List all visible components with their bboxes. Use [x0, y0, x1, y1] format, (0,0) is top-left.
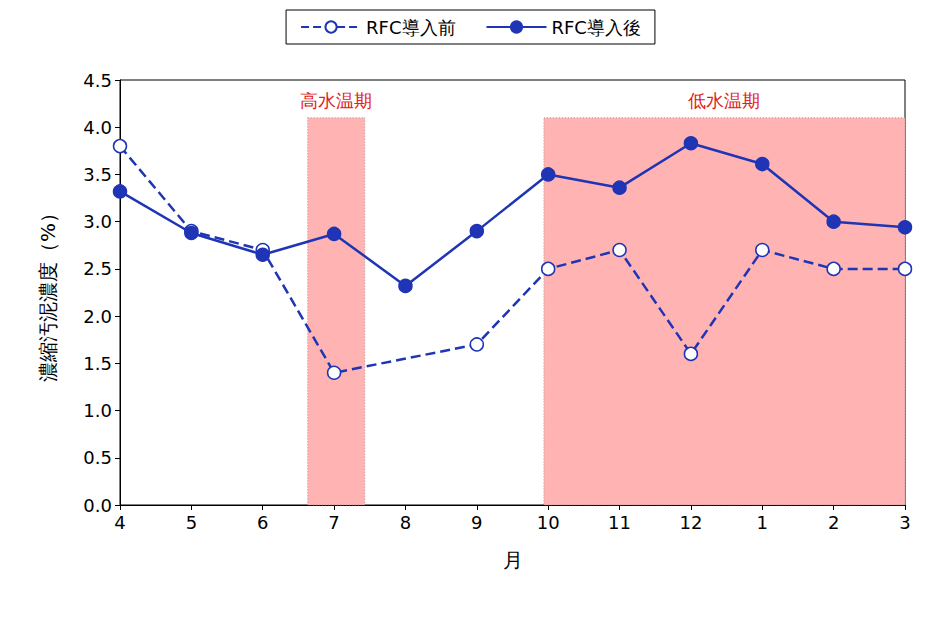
- svg-text:4.5: 4.5: [83, 70, 112, 91]
- svg-text:濃縮汚泥濃度（%）: 濃縮汚泥濃度（%）: [36, 203, 60, 382]
- svg-text:低水温期: 低水温期: [688, 90, 760, 111]
- svg-text:1.5: 1.5: [83, 353, 112, 374]
- svg-text:10: 10: [537, 512, 560, 533]
- svg-text:5: 5: [186, 512, 197, 533]
- svg-text:0.0: 0.0: [83, 495, 112, 516]
- svg-text:3.0: 3.0: [83, 211, 112, 232]
- svg-text:2: 2: [828, 512, 839, 533]
- svg-text:月: 月: [503, 548, 523, 572]
- svg-text:2.0: 2.0: [83, 306, 112, 327]
- svg-text:1: 1: [757, 512, 768, 533]
- svg-text:4.0: 4.0: [83, 117, 112, 138]
- svg-text:高水温期: 高水温期: [300, 90, 372, 111]
- svg-text:RFC導入後: RFC導入後: [552, 17, 641, 38]
- svg-text:9: 9: [471, 512, 482, 533]
- svg-text:0.5: 0.5: [83, 447, 112, 468]
- svg-text:1.0: 1.0: [83, 400, 112, 421]
- svg-text:3: 3: [899, 512, 910, 533]
- svg-text:12: 12: [679, 512, 702, 533]
- svg-text:RFC導入前: RFC導入前: [366, 17, 455, 38]
- svg-text:6: 6: [257, 512, 268, 533]
- svg-text:2.5: 2.5: [83, 258, 112, 279]
- svg-text:7: 7: [328, 512, 339, 533]
- svg-text:11: 11: [608, 512, 631, 533]
- svg-text:8: 8: [400, 512, 411, 533]
- svg-text:4: 4: [114, 512, 125, 533]
- svg-text:3.5: 3.5: [83, 164, 112, 185]
